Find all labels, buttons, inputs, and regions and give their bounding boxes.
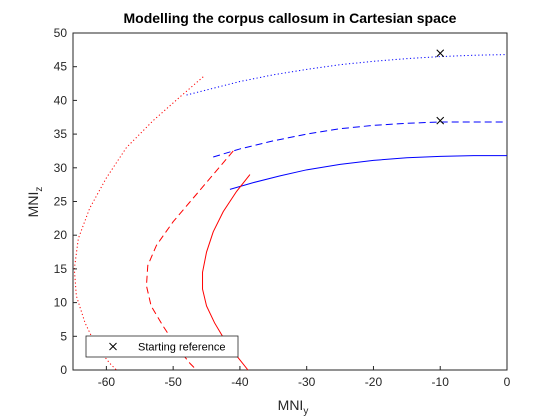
y-axis-label-sub: z: [34, 187, 45, 192]
x-axis-label: MNIy: [278, 397, 309, 417]
y-axis-ticks: 0 5 10 15 20 25 30 35 40 45 50: [54, 26, 77, 377]
axes-box: [72, 32, 508, 371]
plot-area: -60 -50 -40 -30 -20 -10 0 0 5 10 15 20 25 30 35 40 45 50: [54, 26, 511, 389]
x-tick-label: -20: [365, 375, 383, 389]
x-axis-label-main: MNI: [278, 397, 304, 413]
y-tick-label: 30: [54, 161, 68, 175]
y-tick-label: 35: [54, 127, 68, 141]
y-axis-label-main: MNI: [25, 192, 41, 218]
y-tick-label: 10: [54, 296, 68, 310]
x-tick-label: -50: [164, 375, 182, 389]
y-tick-label: 0: [60, 363, 67, 377]
series-line-0-solid: [229, 155, 507, 190]
x-axis-label-sub: y: [303, 406, 308, 417]
x-tick-label: -10: [432, 375, 450, 389]
series-line-1-dashed: [213, 121, 507, 158]
legend: Starting reference: [85, 335, 239, 358]
y-axis-label: MNIz: [25, 187, 45, 218]
marker-layer: [436, 49, 445, 125]
legend-x-marker-icon: [109, 342, 117, 351]
legend-entry-label: Starting reference: [138, 342, 225, 354]
x-tick-label: 0: [504, 375, 511, 389]
x-tick-label: -30: [298, 375, 316, 389]
starting-reference-marker-1: [436, 116, 445, 125]
x-tick-label: -40: [231, 375, 249, 389]
x-axis-ticks: -60 -50 -40 -30 -20 -10 0: [98, 366, 511, 389]
y-tick-label: 50: [54, 26, 68, 40]
legend-box: [85, 335, 239, 358]
y-tick-label: 45: [54, 60, 68, 74]
y-tick-label: 40: [54, 93, 68, 107]
starting-reference-marker-0: [436, 49, 445, 58]
y-tick-label: 20: [54, 228, 68, 242]
legend-x-glyph: [109, 342, 117, 351]
y-tick-label: 5: [60, 329, 67, 343]
chart-title: Modelling the corpus callosum in Cartesi…: [124, 10, 457, 26]
y-tick-label: 15: [54, 262, 68, 276]
x-tick-label: -60: [98, 375, 116, 389]
y-tick-label: 25: [54, 195, 68, 209]
